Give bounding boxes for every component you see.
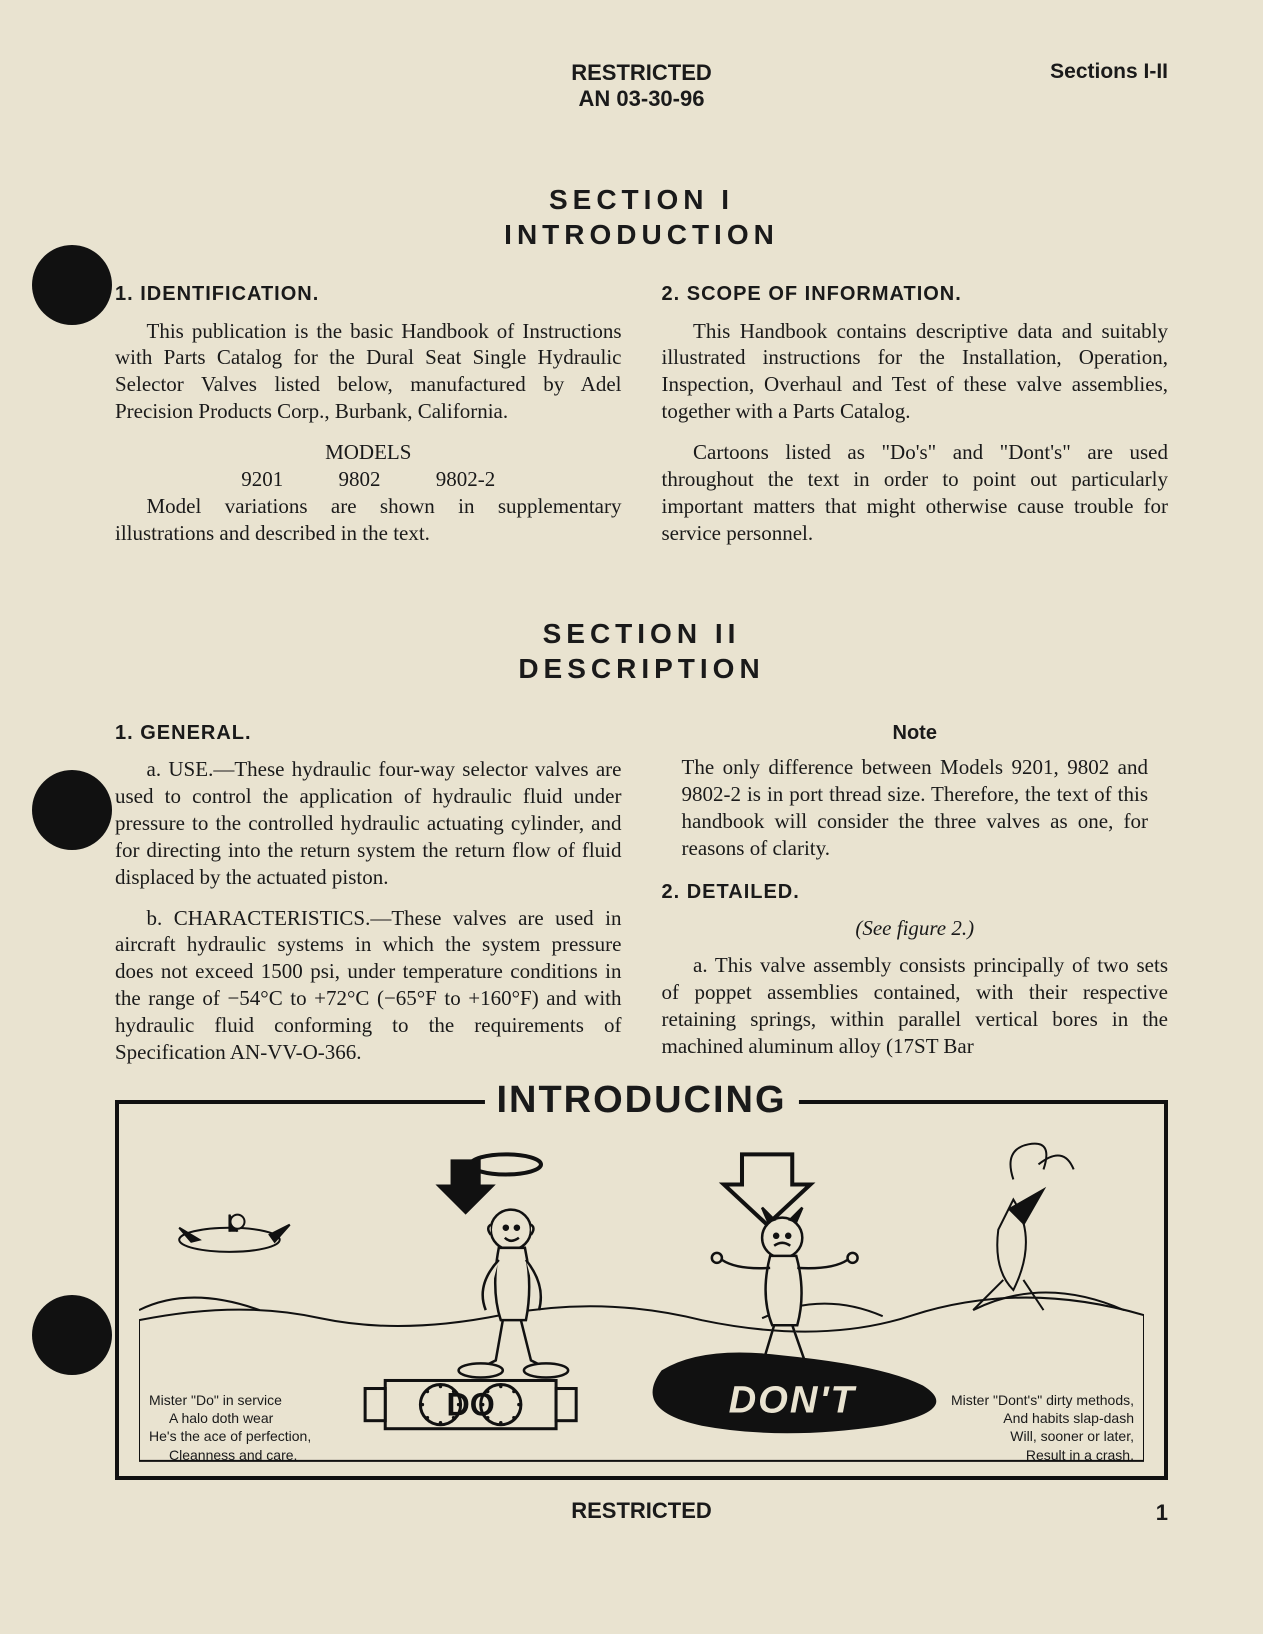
scope-para1: This Handbook contains descriptive data … bbox=[662, 318, 1169, 426]
caption-do-l1: Mister "Do" in service bbox=[149, 1391, 349, 1409]
header-center: RESTRICTED AN 03-30-96 bbox=[115, 60, 1168, 112]
models-variations-para: Model variations are shown in supplement… bbox=[115, 493, 622, 547]
section1-title: SECTION I INTRODUCTION bbox=[115, 182, 1168, 252]
note-para: The only difference between Models 9201,… bbox=[682, 754, 1149, 862]
note-title: Note bbox=[662, 721, 1169, 747]
caption-dont-l4: Result in a crash. bbox=[924, 1446, 1134, 1464]
cartoon-title: INTRODUCING bbox=[484, 1079, 798, 1122]
section2-left-col: 1. GENERAL. a. USE.—These hydraulic four… bbox=[115, 721, 622, 1080]
general-heading: 1. GENERAL. bbox=[115, 721, 622, 747]
section2-right-col: Note The only difference between Models … bbox=[662, 721, 1169, 1080]
caption-do-l2: A halo doth wear bbox=[149, 1409, 349, 1427]
footer-restricted: RESTRICTED bbox=[571, 1498, 712, 1523]
do-label: DO bbox=[447, 1386, 495, 1422]
section2-title: SECTION II DESCRIPTION bbox=[115, 616, 1168, 686]
caption-do: Mister "Do" in service A halo doth wear … bbox=[149, 1391, 349, 1464]
cartoon-box: INTRODUCING bbox=[115, 1100, 1168, 1480]
doc-number: AN 03-30-96 bbox=[115, 86, 1168, 112]
scope-para2: Cartoons listed as "Do's" and "Dont's" a… bbox=[662, 439, 1169, 547]
model-3: 9802-2 bbox=[436, 467, 496, 491]
characteristics-para: b. CHARACTERISTICS.—These valves are use… bbox=[115, 905, 622, 1066]
model-1: 9201 bbox=[241, 467, 283, 491]
page-header: RESTRICTED AN 03-30-96 Sections I-II bbox=[115, 60, 1168, 112]
detailed-heading: 2. DETAILED. bbox=[662, 880, 1169, 906]
section2-line2: DESCRIPTION bbox=[115, 651, 1168, 686]
identification-para: This publication is the basic Handbook o… bbox=[115, 318, 622, 426]
caption-do-l4: Cleanness and care. bbox=[149, 1446, 349, 1464]
scope-heading: 2. SCOPE OF INFORMATION. bbox=[662, 282, 1169, 308]
models-label: MODELS bbox=[115, 439, 622, 466]
section1-line1: SECTION I bbox=[115, 182, 1168, 217]
section1-line2: INTRODUCTION bbox=[115, 217, 1168, 252]
model-2: 9802 bbox=[339, 467, 381, 491]
models-row: 9201 9802 9802-2 bbox=[115, 466, 622, 493]
page-footer: RESTRICTED 1 bbox=[115, 1498, 1168, 1524]
page-number: 1 bbox=[1156, 1500, 1168, 1526]
hole-punch bbox=[32, 770, 112, 850]
dont-label: DON'T bbox=[729, 1378, 857, 1421]
section-label: Sections I-II bbox=[1050, 60, 1168, 84]
section1-right-col: 2. SCOPE OF INFORMATION. This Handbook c… bbox=[662, 282, 1169, 561]
caption-dont: Mister "Dont's" dirty methods, And habit… bbox=[924, 1391, 1134, 1464]
section1-left-col: 1. IDENTIFICATION. This publication is t… bbox=[115, 282, 622, 561]
identification-heading: 1. IDENTIFICATION. bbox=[115, 282, 622, 308]
use-para: a. USE.—These hydraulic four-way selecto… bbox=[115, 756, 622, 890]
caption-dont-l1: Mister "Dont's" dirty methods, bbox=[924, 1391, 1134, 1409]
detailed-para: a. This valve assembly consists principa… bbox=[662, 952, 1169, 1060]
section2-line1: SECTION II bbox=[115, 616, 1168, 651]
section1-body: 1. IDENTIFICATION. This publication is t… bbox=[115, 282, 1168, 561]
caption-dont-l3: Will, sooner or later, bbox=[924, 1427, 1134, 1445]
hole-punch bbox=[32, 1295, 112, 1375]
caption-do-l3: He's the ace of perfection, bbox=[149, 1427, 349, 1445]
hole-punch bbox=[32, 245, 112, 325]
caption-dont-l2: And habits slap-dash bbox=[924, 1409, 1134, 1427]
restricted-label: RESTRICTED bbox=[115, 60, 1168, 86]
see-figure: (See figure 2.) bbox=[662, 915, 1169, 942]
section2-body: 1. GENERAL. a. USE.—These hydraulic four… bbox=[115, 721, 1168, 1080]
